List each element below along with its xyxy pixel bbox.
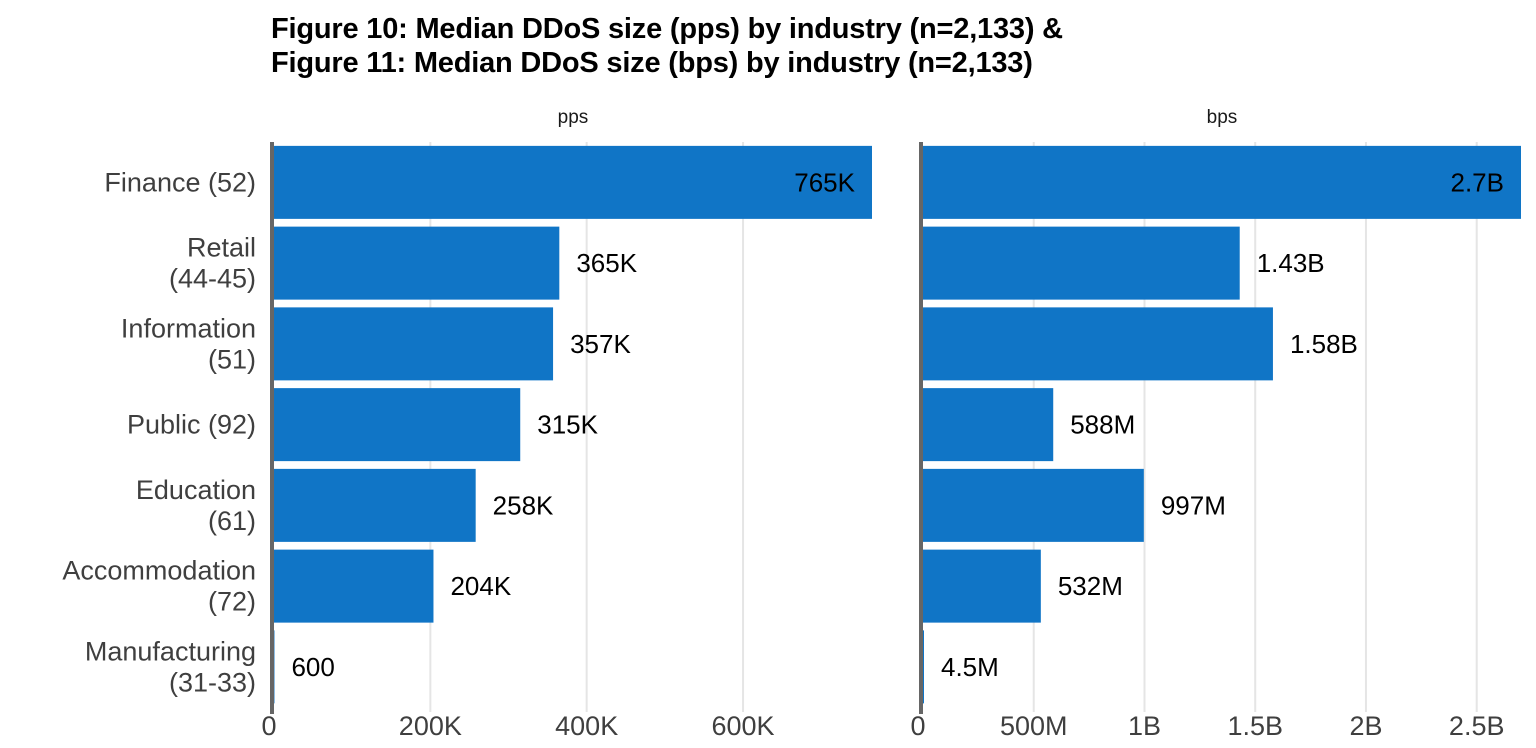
category-label: Manufacturing (31-33) xyxy=(85,636,256,697)
value-label-pps: 258K xyxy=(493,490,554,520)
bar-bps xyxy=(923,226,1240,300)
value-label-pps: 204K xyxy=(450,571,511,601)
bar-pps xyxy=(274,549,434,623)
tick-label-bps: 1.5B xyxy=(1227,711,1283,741)
category-label-line: Education xyxy=(136,475,256,505)
value-label-pps: 365K xyxy=(576,248,637,278)
bar-bps xyxy=(923,388,1054,462)
tick-label-bps: 0 xyxy=(910,711,925,741)
value-label-pps: 315K xyxy=(537,410,598,440)
category-label: Public (92) xyxy=(127,410,256,440)
bar-pps xyxy=(274,307,554,381)
tick-label-pps: 200K xyxy=(399,711,462,741)
category-label-line: (72) xyxy=(208,587,256,617)
category-label-line: Information xyxy=(121,313,256,343)
category-label-line: (31-33) xyxy=(169,667,256,697)
bar-bps xyxy=(923,307,1273,381)
value-label-bps: 997M xyxy=(1161,490,1226,520)
value-label-bps: 532M xyxy=(1058,571,1123,601)
category-label-line: Accommodation xyxy=(62,556,256,586)
value-label-bps: 588M xyxy=(1070,410,1135,440)
category-label-line: Public (92) xyxy=(127,410,256,440)
axis-baseline xyxy=(270,142,274,714)
category-label: Information (51) xyxy=(121,313,256,374)
category-label-line: (61) xyxy=(208,506,256,536)
bar-bps xyxy=(923,468,1144,542)
value-label-pps: 600 xyxy=(291,652,334,682)
chart-title-line-1: Figure 10: Median DDoS size (pps) by ind… xyxy=(271,13,1063,45)
value-label-pps: 357K xyxy=(570,329,631,359)
tick-label-pps: 0 xyxy=(261,711,276,741)
axis-baseline xyxy=(919,142,923,714)
chart-title-line-2: Figure 11: Median DDoS size (bps) by ind… xyxy=(271,47,1033,79)
category-label: Finance (52) xyxy=(104,167,256,197)
category-label-line: (44-45) xyxy=(169,264,256,294)
category-label: Education (61) xyxy=(136,475,256,536)
tick-label-bps: 2B xyxy=(1349,711,1382,741)
category-label: Retail (44-45) xyxy=(169,233,256,294)
tick-label-bps: 1B xyxy=(1128,711,1161,741)
tick-label-bps: 500M xyxy=(1000,711,1068,741)
bar-bps xyxy=(923,630,924,704)
facet-label-pps: pps xyxy=(558,107,589,128)
tick-label-bps: 2.5B xyxy=(1449,711,1505,741)
bar-bps xyxy=(923,549,1041,623)
category-label-line: Retail xyxy=(187,233,256,263)
value-label-bps: 1.43B xyxy=(1257,248,1325,278)
facet-label-bps: bps xyxy=(1207,107,1238,128)
category-label-line: Finance (52) xyxy=(104,167,256,197)
tick-label-pps: 400K xyxy=(555,711,618,741)
bar-pps xyxy=(274,468,476,542)
tick-label-pps: 600K xyxy=(711,711,774,741)
value-label-bps: 2.7B xyxy=(1451,167,1505,197)
value-label-bps: 1.58B xyxy=(1290,329,1358,359)
bar-pps xyxy=(274,226,560,300)
category-label-line: Manufacturing xyxy=(85,636,256,666)
bar-bps xyxy=(923,145,1521,219)
value-label-bps: 4.5M xyxy=(941,652,999,682)
value-label-pps: 765K xyxy=(794,167,855,197)
chart-title: Figure 10: Median DDoS size (pps) by ind… xyxy=(271,12,1063,80)
bar-pps xyxy=(274,388,521,462)
category-label: Accommodation (72) xyxy=(62,556,256,617)
bar-pps xyxy=(274,145,872,219)
category-label-line: (51) xyxy=(208,344,256,374)
